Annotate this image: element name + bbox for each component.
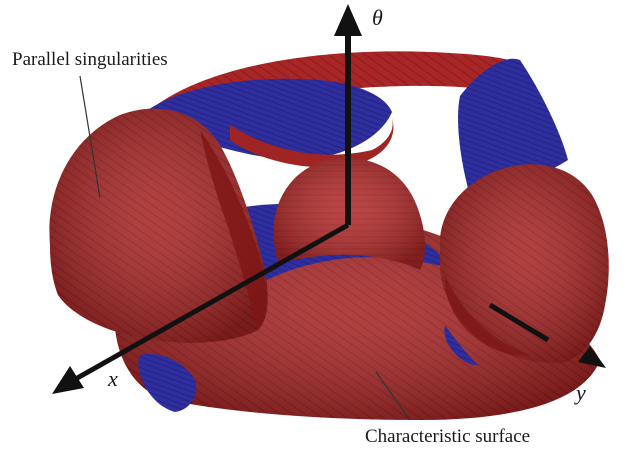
parallel-singularities-leader bbox=[79, 75, 101, 199]
x-axis-label: x bbox=[107, 366, 118, 391]
characteristic-surface-label: Characteristic surface bbox=[365, 426, 530, 447]
right-blue-underedge bbox=[444, 325, 478, 366]
x-axis-arrowhead bbox=[52, 366, 84, 394]
inner-red-lip bbox=[230, 118, 394, 168]
theta-axis-label: θ bbox=[372, 5, 383, 30]
y-axis-line bbox=[488, 302, 550, 343]
axes bbox=[52, 4, 606, 394]
x-axis-line bbox=[70, 222, 350, 384]
leader-lines bbox=[79, 75, 411, 421]
surface-body bbox=[49, 51, 609, 420]
y-axis-arrowhead bbox=[578, 346, 606, 368]
back-blue-band-right bbox=[458, 58, 568, 196]
front-blue-gap bbox=[138, 353, 197, 412]
parallel-singularities-label: Parallel singularities bbox=[12, 49, 168, 70]
y-axis-label: y bbox=[574, 380, 586, 405]
right-horn-fold bbox=[444, 275, 530, 356]
characteristic-surface-leader bbox=[375, 371, 411, 421]
theta-axis-arrowhead bbox=[334, 4, 362, 36]
back-red-band bbox=[150, 51, 520, 140]
